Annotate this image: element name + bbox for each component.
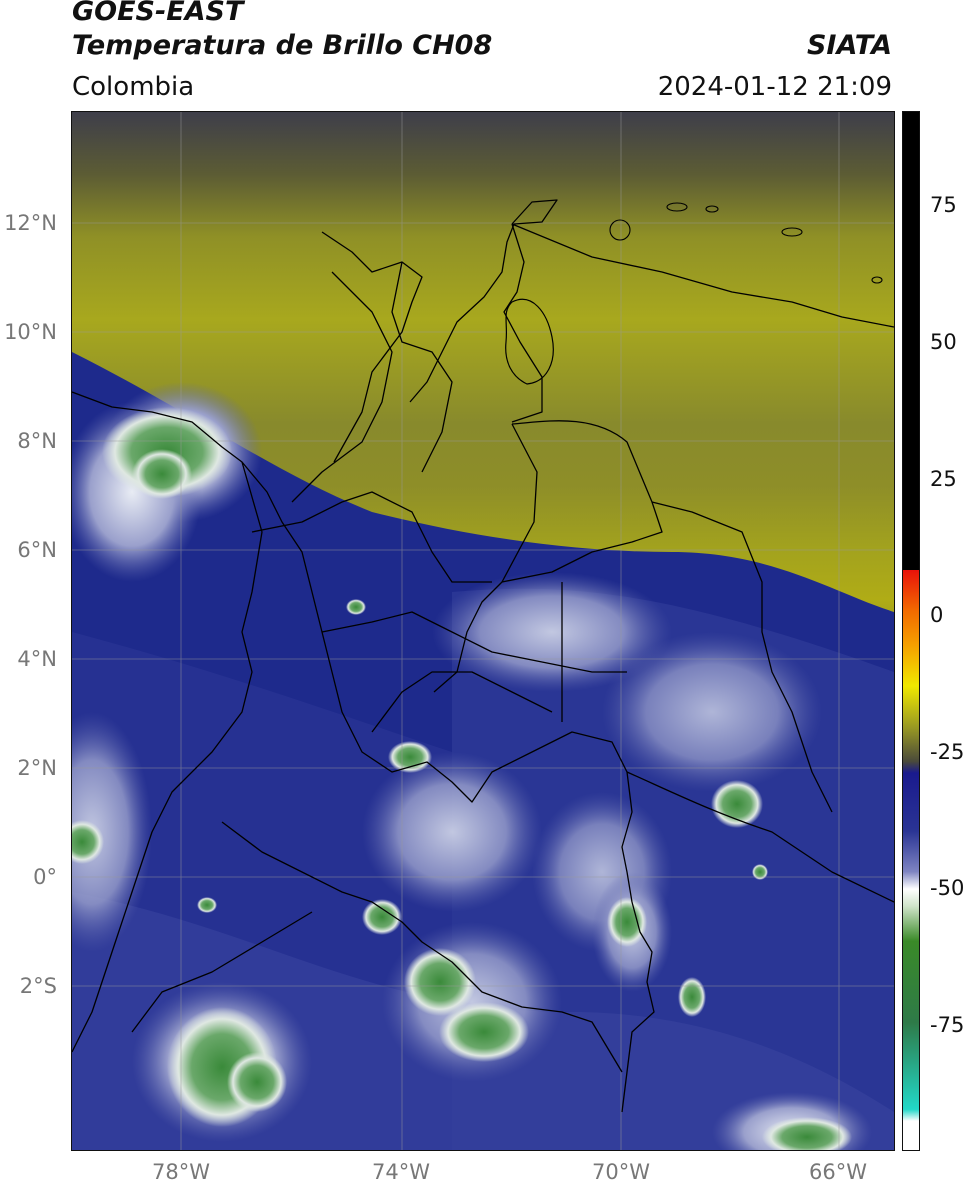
lat-label-4n: 4°N [17, 647, 57, 671]
lat-label-10n: 10°N [4, 320, 57, 344]
colorbar-tick-0: 0 [930, 603, 944, 627]
lat-label-12n: 12°N [4, 211, 57, 235]
brightness-temperature-field [72, 112, 894, 1150]
lon-label-78w: 78°W [152, 1160, 210, 1184]
agency-label: SIATA [806, 30, 892, 61]
region-label: Colombia [72, 72, 195, 102]
lat-label-0: 0° [33, 865, 57, 889]
colorbar-tick-25: 25 [930, 467, 957, 491]
lat-label-2s: 2°S [19, 974, 57, 998]
product-title: Temperatura de Brillo CH08 [72, 30, 493, 61]
colorbar-tick-minus75: -75 [930, 1013, 965, 1037]
satellite-title: GOES-EAST [72, 0, 244, 27]
colorbar-tick-minus50: -50 [930, 876, 965, 900]
colorbar-tick-75: 75 [930, 193, 957, 217]
lat-label-8n: 8°N [17, 429, 57, 453]
lon-label-70w: 70°W [592, 1160, 650, 1184]
colorbar-tick-minus25: -25 [930, 740, 965, 764]
lon-label-74w: 74°W [372, 1160, 430, 1184]
datetime-label: 2024-01-12 21:09 [657, 72, 892, 102]
lat-label-2n: 2°N [17, 756, 57, 780]
colorbar-tick-50: 50 [930, 330, 957, 354]
lat-label-6n: 6°N [17, 538, 57, 562]
colorbar [902, 111, 920, 1151]
satellite-map[interactable] [71, 111, 895, 1151]
lon-label-66w: 66°W [809, 1160, 867, 1184]
